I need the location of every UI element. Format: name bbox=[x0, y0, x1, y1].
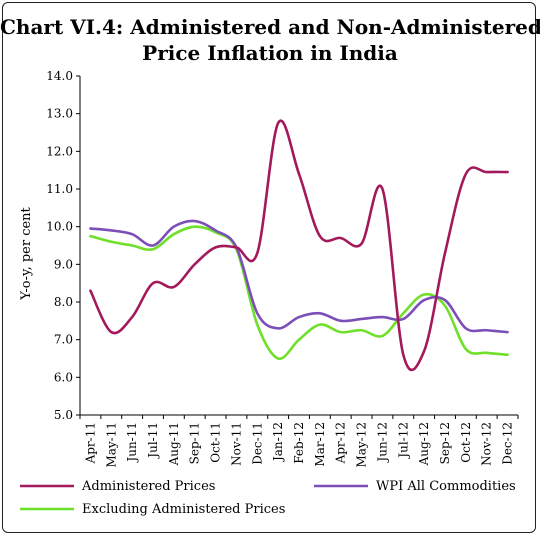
series-line-wpi-all-commodities bbox=[89, 219, 509, 334]
x-tick-label: May-11 bbox=[104, 422, 118, 468]
x-tick-label: Feb-12 bbox=[292, 422, 306, 464]
y-tick-label: 8.0 bbox=[54, 295, 73, 309]
x-tick-label: Jun-11 bbox=[125, 422, 139, 464]
x-axis-ticks: Apr-11 May-11 Jun-11 Jul-11 Aug-11 Sep-11 Oct-… bbox=[79, 415, 519, 468]
y-axis-ticks: 5.0 6.0 7.0 8.0 9.0 10.0 11.0 12.0 13.0 14.0 bbox=[46, 69, 80, 422]
y-tick-label: 14.0 bbox=[46, 69, 73, 83]
y-tick-label: 5.0 bbox=[54, 408, 73, 422]
y-tick-label: 6.0 bbox=[54, 370, 73, 384]
chart-title-line-1: Chart VI.4: Administered and Non-Adminis… bbox=[0, 15, 540, 39]
legend-label: Excluding Administered Prices bbox=[82, 502, 285, 517]
x-tick-label: Oct-12 bbox=[459, 422, 473, 463]
x-tick-label: Nov-11 bbox=[229, 422, 243, 466]
y-tick-label: 10.0 bbox=[46, 220, 73, 234]
x-tick-label: Apr-11 bbox=[83, 422, 97, 464]
y-tick-label: 12.0 bbox=[46, 144, 73, 158]
chart-frame bbox=[2, 2, 536, 533]
series-line-excluding-administered-prices bbox=[89, 225, 509, 360]
axes bbox=[79, 76, 518, 416]
x-tick-label: Jul-12 bbox=[396, 422, 410, 460]
series-lines bbox=[89, 119, 509, 372]
x-tick-label: Apr-12 bbox=[334, 422, 348, 464]
x-tick-label: Sep-11 bbox=[188, 422, 202, 464]
x-tick-label: Jul-11 bbox=[146, 422, 160, 460]
x-tick-label: Dec-12 bbox=[501, 422, 515, 465]
x-tick-label: Dec-11 bbox=[250, 422, 264, 465]
x-tick-label: Mar-12 bbox=[313, 422, 327, 467]
chart-title: Chart VI.4: Administered and Non-Adminis… bbox=[0, 14, 540, 66]
y-axis-label: Y-o-y, per cent bbox=[19, 206, 34, 300]
series-line-administered-prices bbox=[89, 119, 509, 372]
x-tick-label: Nov-12 bbox=[480, 422, 494, 466]
x-tick-label: Jun-12 bbox=[375, 422, 389, 464]
x-tick-label: Jan-12 bbox=[271, 422, 285, 463]
y-tick-label: 7.0 bbox=[54, 333, 73, 347]
y-tick-label: 11.0 bbox=[46, 182, 73, 196]
x-tick-label: Aug-11 bbox=[167, 422, 181, 466]
x-tick-label: Aug-12 bbox=[417, 422, 431, 466]
legend-label: Administered Prices bbox=[81, 479, 215, 494]
x-tick-label: Sep-12 bbox=[438, 422, 452, 464]
chart-title-line-2: Price Inflation in India bbox=[142, 41, 398, 65]
y-tick-label: 9.0 bbox=[54, 257, 73, 271]
legend-label: WPI All Commodities bbox=[376, 479, 516, 494]
legend: Administered Prices WPI All Commodities Ex… bbox=[20, 479, 516, 517]
x-tick-label: May-12 bbox=[355, 422, 369, 468]
x-tick-label: Oct-11 bbox=[209, 422, 223, 463]
y-tick-label: 13.0 bbox=[46, 107, 73, 121]
